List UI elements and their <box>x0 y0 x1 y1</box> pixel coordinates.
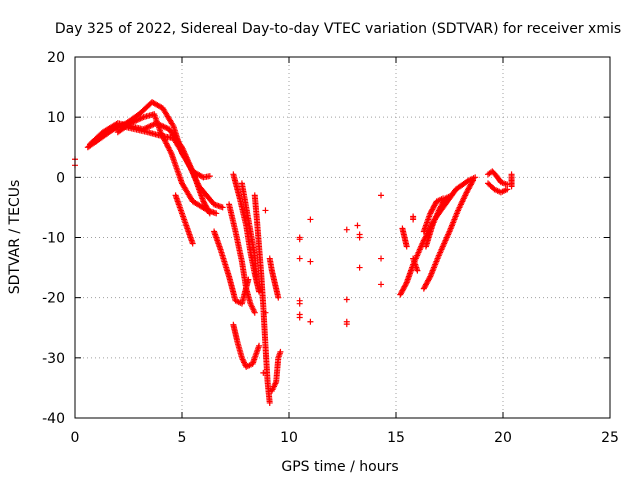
data-point <box>378 192 385 199</box>
data-point <box>277 348 284 355</box>
x-tick-label: 10 <box>280 430 298 446</box>
y-tick-label: 0 <box>56 170 65 186</box>
data-point <box>307 216 314 223</box>
data-point <box>343 226 350 233</box>
data-point <box>256 288 263 295</box>
data-point <box>169 121 176 128</box>
data-point <box>508 183 515 190</box>
data-point <box>260 369 267 376</box>
data-point <box>410 216 417 223</box>
data-point <box>356 234 363 241</box>
data-point <box>426 274 433 281</box>
data-point <box>213 210 220 217</box>
data-point <box>343 321 350 328</box>
y-axis-label: SDTVAR / TECUs <box>7 180 23 295</box>
data-point <box>256 342 263 349</box>
data-point <box>354 222 361 229</box>
x-tick-label: 0 <box>71 430 80 446</box>
data-point <box>472 174 479 181</box>
y-tick-label: -40 <box>42 411 65 427</box>
data-point <box>414 267 421 274</box>
data-point <box>307 258 314 265</box>
x-tick-label: 20 <box>494 430 512 446</box>
chart-title: Day 325 of 2022, Sidereal Day-to-day VTE… <box>55 21 621 37</box>
data-point <box>448 192 455 199</box>
data-point <box>403 243 410 250</box>
x-tick-label: 5 <box>178 430 187 446</box>
y-tick-label: -20 <box>42 291 65 307</box>
x-tick-label: 25 <box>601 430 619 446</box>
data-point <box>266 399 273 406</box>
x-tick-label: 15 <box>387 430 405 446</box>
data-point <box>402 280 409 287</box>
data-point <box>296 255 303 262</box>
y-tick-label: 20 <box>47 50 65 66</box>
y-tick-label: -10 <box>42 231 65 247</box>
data-point <box>296 300 303 307</box>
data-point <box>504 186 511 193</box>
data-point <box>356 264 363 271</box>
data-point <box>189 240 196 247</box>
data-point <box>262 207 269 214</box>
data-point <box>378 255 385 262</box>
axis-ticks: 0 5 10 15 20 25 -40 -30 -20 -10 0 10 20 <box>42 50 619 446</box>
y-tick-label: 10 <box>47 110 65 126</box>
data-point <box>470 177 477 184</box>
x-axis-label: GPS time / hours <box>281 459 398 475</box>
data-point <box>203 206 210 213</box>
data-point <box>343 296 350 303</box>
grid <box>75 57 610 418</box>
data-point <box>296 236 303 243</box>
data-point <box>469 178 476 185</box>
data-point <box>275 294 282 301</box>
data-point <box>378 281 385 288</box>
y-tick-label: -30 <box>42 351 65 367</box>
data-point <box>262 309 269 316</box>
data-point <box>440 195 447 202</box>
data-point <box>251 309 258 316</box>
data-points <box>72 99 515 406</box>
data-point <box>296 314 303 321</box>
data-point <box>206 173 213 180</box>
data-point <box>307 318 314 325</box>
data-point <box>219 204 226 211</box>
